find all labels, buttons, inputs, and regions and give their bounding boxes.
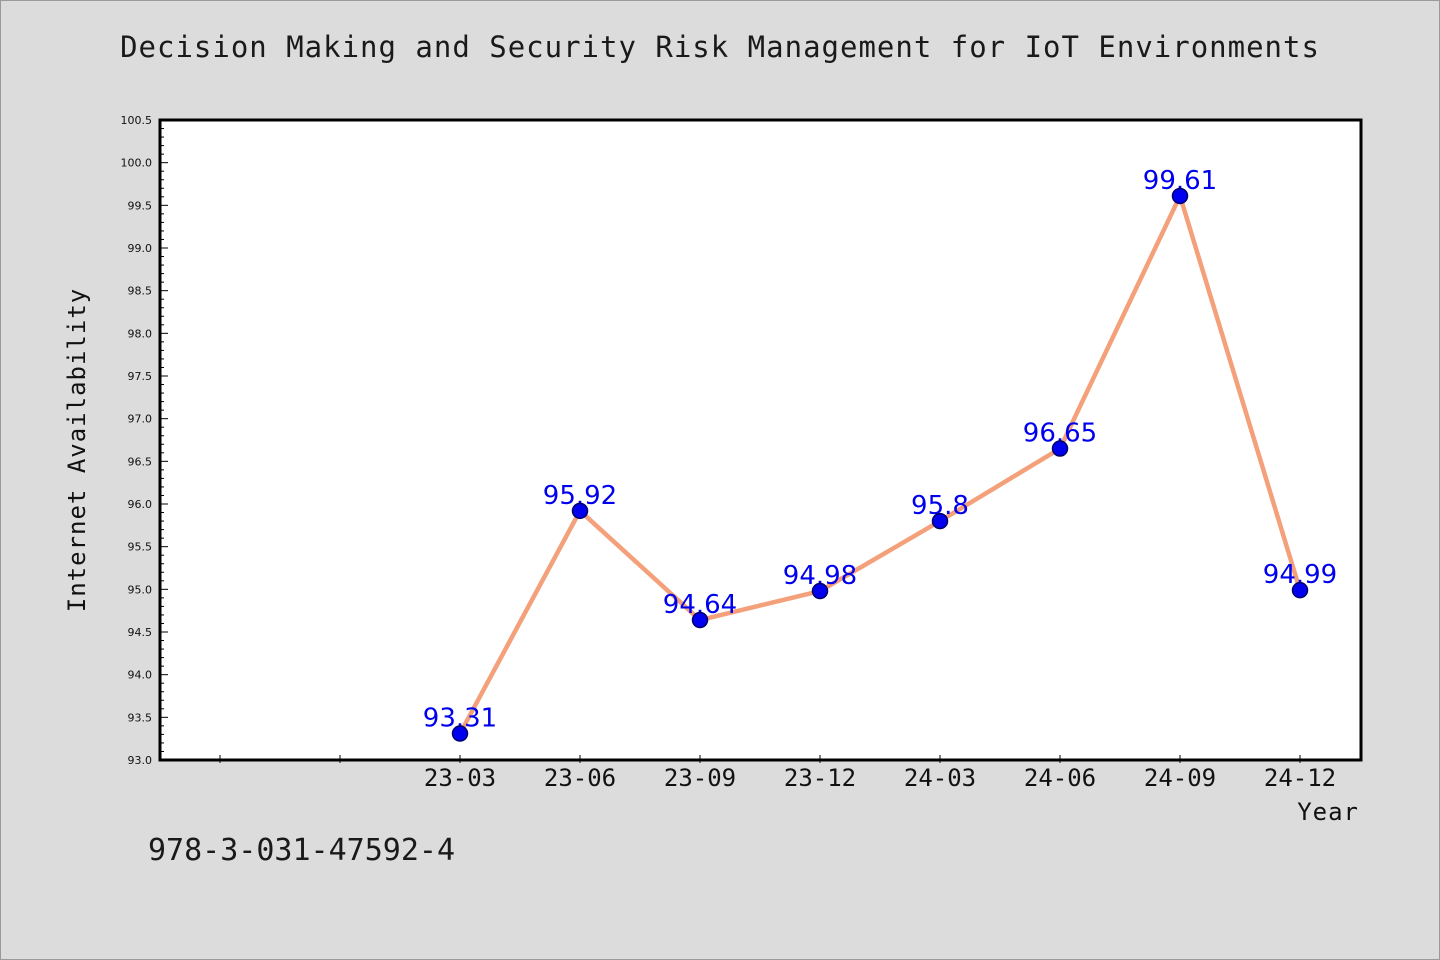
x-tick-label: 23-03 [424, 764, 496, 792]
data-point [1291, 581, 1309, 599]
isbn-text: 978-3-031-47592-4 [148, 833, 456, 868]
y-tick-label: 94.0 [128, 669, 153, 682]
y-tick-label: 99.0 [128, 242, 153, 255]
y-tick-label: 95.0 [128, 583, 153, 596]
chart-title: Decision Making and Security Risk Manage… [120, 30, 1320, 64]
y-tick-label: 100.0 [121, 157, 153, 170]
y-axis-label: Internet Availability [63, 288, 91, 612]
series-line [458, 193, 1303, 735]
y-tick-label: 99.5 [128, 199, 153, 212]
data-point [811, 582, 829, 600]
y-tick-label: 97.5 [128, 370, 153, 383]
x-tick-label: 23-06 [544, 764, 616, 792]
x-tick-label: 24-12 [1264, 764, 1336, 792]
data-point [451, 725, 469, 742]
y-tick-label: 95.5 [128, 541, 153, 554]
x-tick-label: 24-06 [1024, 764, 1096, 792]
data-point [931, 512, 949, 530]
data-point [1051, 440, 1069, 457]
x-axis-label: Year [1297, 798, 1359, 826]
x-tick-label: 24-03 [904, 764, 976, 792]
y-tick-label: 100.5 [121, 114, 153, 127]
x-tick-label: 23-09 [664, 764, 736, 792]
data-point [571, 502, 589, 520]
y-tick-label: 96.5 [128, 455, 153, 468]
y-tick-label: 93.5 [128, 711, 153, 724]
x-tick-label: 24-09 [1144, 764, 1216, 792]
y-tick-label: 94.5 [128, 626, 153, 639]
y-tick-label: 96.0 [128, 498, 153, 511]
y-tick-label: 97.0 [128, 413, 153, 426]
plot-area [158, 118, 1363, 762]
data-point [1171, 187, 1189, 205]
y-tick-label: 98.5 [128, 285, 153, 298]
x-tick-label: 23-12 [784, 764, 856, 792]
y-tick-label: 93.0 [128, 754, 153, 767]
y-tick-label: 98.0 [128, 327, 153, 340]
data-point [691, 611, 709, 629]
